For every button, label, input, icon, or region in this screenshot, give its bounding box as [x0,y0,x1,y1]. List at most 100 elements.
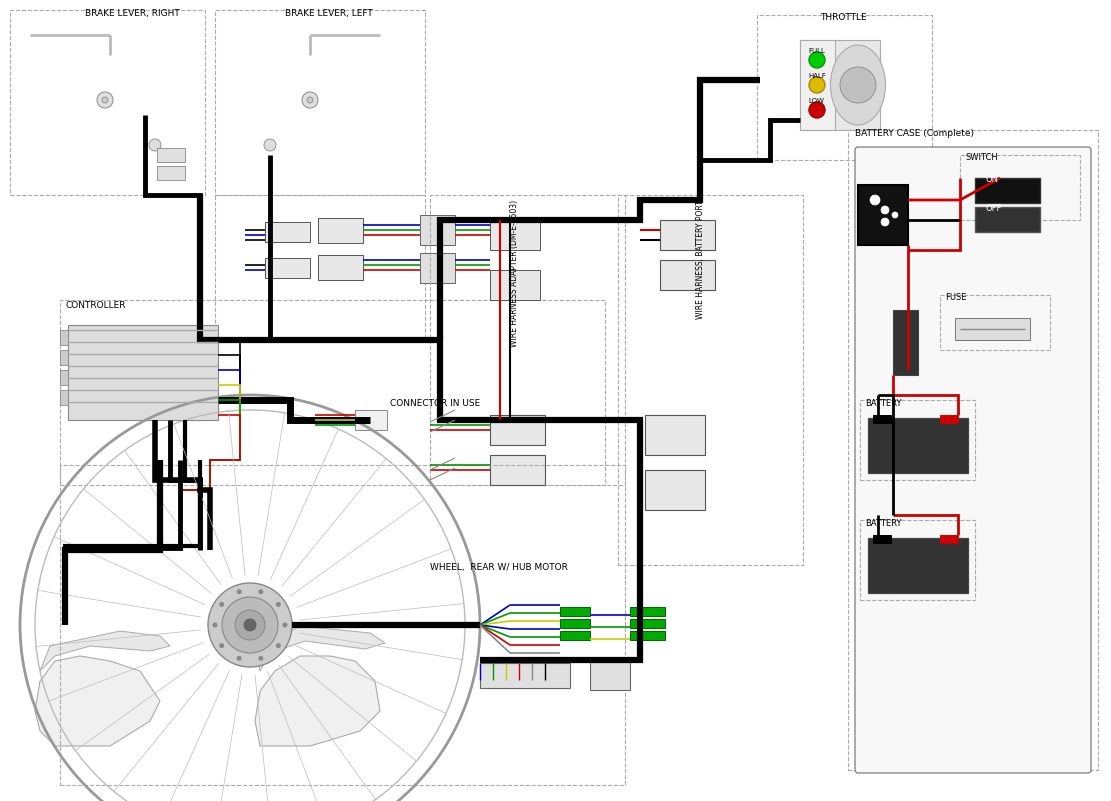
Text: FULL: FULL [808,48,824,54]
Text: BATTERY: BATTERY [865,399,901,408]
Bar [60,300,605,485]
Bar [893,310,918,375]
Bar [560,631,590,640]
Circle shape [102,97,108,103]
Bar [157,166,186,180]
Bar [860,520,975,600]
Bar [800,40,835,130]
Bar [868,538,968,593]
Bar [660,260,715,290]
Text: HALF: HALF [808,73,825,79]
Bar [560,619,590,628]
Text: OFF: OFF [985,204,1001,213]
Bar [800,40,880,130]
Bar [490,270,540,300]
Circle shape [870,195,880,205]
Circle shape [881,206,889,214]
Circle shape [307,97,313,103]
Circle shape [244,619,256,631]
Bar [975,207,1040,232]
Polygon shape [256,626,386,671]
Bar [420,253,456,283]
Bar [560,607,590,616]
Circle shape [149,139,161,151]
Text: THROTTLE: THROTTLE [820,13,867,22]
Polygon shape [40,631,170,671]
Bar [940,415,958,423]
Bar [630,631,665,640]
Text: CONNECTOR IN USE: CONNECTOR IN USE [390,399,480,408]
Circle shape [276,602,281,607]
Circle shape [809,77,825,93]
Bar [60,370,68,385]
Bar [60,390,68,405]
Text: FUSE: FUSE [945,293,967,302]
Bar [10,10,206,195]
Bar [266,258,310,278]
Text: BRAKE LEVER, LEFT: BRAKE LEVER, LEFT [286,9,373,18]
Bar [858,185,908,245]
Circle shape [809,52,825,68]
Text: CONTROLLER: CONTROLLER [66,301,126,310]
Bar [590,660,630,690]
Bar [955,318,1030,340]
Text: BRAKE LEVER, RIGHT: BRAKE LEVER, RIGHT [86,9,180,18]
Bar [318,218,363,243]
Bar [60,350,68,365]
Bar [660,220,715,250]
Bar [430,195,625,485]
Bar [873,535,891,543]
Circle shape [97,92,113,108]
Bar [757,15,932,160]
Text: BATTERY CASE (Complete): BATTERY CASE (Complete) [855,129,974,138]
Text: BATTERY: BATTERY [865,519,901,528]
Bar [216,195,426,340]
Circle shape [881,218,889,226]
Bar [420,215,456,245]
Bar [645,415,705,455]
Bar [60,330,68,345]
Ellipse shape [831,45,885,125]
Bar [848,130,1098,770]
Bar [60,465,625,785]
Circle shape [219,643,224,648]
Circle shape [302,92,318,108]
Circle shape [208,583,292,667]
Bar [630,619,665,628]
Circle shape [219,602,224,607]
Bar [868,418,968,473]
Bar [490,455,546,485]
Circle shape [236,610,266,640]
Polygon shape [36,656,160,746]
Circle shape [237,590,242,594]
Bar [356,410,387,430]
Bar [480,663,570,688]
Bar [975,178,1040,203]
Bar [490,415,546,445]
Circle shape [259,656,263,661]
Bar [645,470,705,510]
Bar [216,10,426,195]
Bar [860,400,975,480]
Bar [618,195,803,565]
Circle shape [212,622,218,627]
Text: WIRE HARNESS ADAPTER (DM-E-2503): WIRE HARNESS ADAPTER (DM-E-2503) [510,200,520,347]
Bar [873,415,891,423]
FancyBboxPatch shape [855,147,1091,773]
Circle shape [264,139,276,151]
Bar [68,325,218,420]
Text: WIRE HARNESS, BATTERY PORT: WIRE HARNESS, BATTERY PORT [695,200,704,319]
Circle shape [276,643,281,648]
Polygon shape [256,656,380,746]
Circle shape [840,67,875,103]
Bar [960,155,1080,220]
Circle shape [237,656,242,661]
Bar [266,222,310,242]
Text: WHEEL,  REAR W/ HUB MOTOR: WHEEL, REAR W/ HUB MOTOR [430,563,568,572]
Circle shape [892,212,898,218]
Circle shape [259,590,263,594]
Text: SWITCH: SWITCH [965,153,998,162]
Bar [157,148,186,162]
Bar [940,295,1050,350]
Circle shape [222,597,278,653]
